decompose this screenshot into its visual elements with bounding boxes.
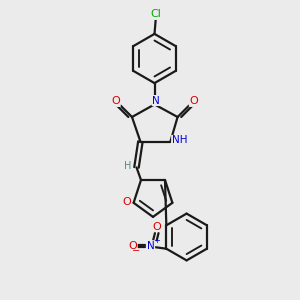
Text: NH: NH (172, 135, 187, 146)
Text: −: − (132, 246, 140, 256)
Text: +: + (153, 236, 160, 245)
Text: O: O (152, 221, 161, 232)
Text: O: O (189, 96, 198, 106)
Text: N: N (152, 95, 160, 106)
Text: O: O (123, 196, 131, 207)
Text: Cl: Cl (150, 9, 161, 20)
Text: O: O (128, 241, 137, 251)
Text: H: H (124, 160, 132, 171)
Text: N: N (147, 241, 154, 251)
Text: O: O (111, 96, 120, 106)
